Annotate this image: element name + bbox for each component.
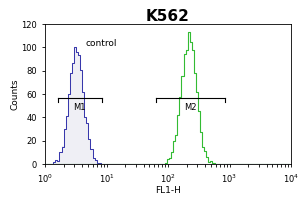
Y-axis label: Counts: Counts bbox=[11, 78, 20, 110]
Text: M1: M1 bbox=[74, 103, 86, 112]
Text: M2: M2 bbox=[184, 103, 197, 112]
X-axis label: FL1-H: FL1-H bbox=[155, 186, 181, 195]
Title: K562: K562 bbox=[146, 9, 190, 24]
Text: control: control bbox=[85, 39, 117, 48]
